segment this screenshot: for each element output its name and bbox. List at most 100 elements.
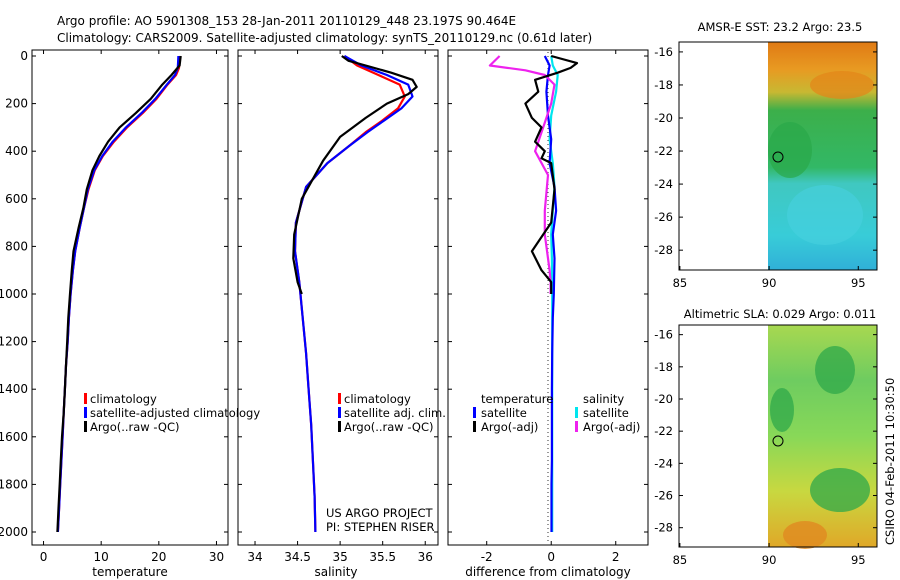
depth-tick-label: 600 [5,192,28,206]
map-y-tick-label: -22 [654,144,673,158]
map-y-tick-label: -24 [654,177,673,191]
series-line-temperature-satellite [543,55,558,532]
sst-map-ticks: -16 -18 -20 -22 -24 -26 -28 85 90 95 [654,45,877,290]
map-y-tick-label: -20 [654,111,673,125]
map-y-tick-label: -16 [654,328,673,342]
x-tick-label: 36 [418,550,433,564]
temperature-legend: climatology satellite-adjusted climatolo… [84,392,260,434]
map-y-tick-label: -24 [654,456,673,470]
legend-swatch-argo [338,421,341,432]
legend-swatch-temp-sat [473,407,476,418]
sla-low-3 [810,468,870,512]
legend-clip-mask [229,390,237,410]
depth-tick-label: 1600 [0,430,28,444]
map-y-tick-label: -28 [654,521,673,535]
legend-swatch-sal-argo [575,421,578,432]
sst-map-title: AMSR-E SST: 23.2 Argo: 23.5 [698,20,863,34]
x-tick-label: 10 [94,550,109,564]
x-tick-label: 0 [40,550,48,564]
map-y-tick-label: -22 [654,424,673,438]
legend-sal-sat: satellite [583,406,629,420]
temperature-axes [31,49,229,546]
sla-high-1 [783,521,827,549]
x-tick-label: 35 [332,550,347,564]
difference-xlabel: difference from climatology [465,565,631,579]
map-y-tick-label: -18 [654,360,673,374]
depth-axis: 0 200 400 600 800 1000 1200 1400 1600 1800 2000 [0,49,648,539]
legend-swatch-temp-argo [473,421,476,432]
legend-swatch-satellite [84,407,87,418]
x-tick-label: 35.5 [369,550,396,564]
sla-map-ticks: -16 -18 -20 -22 -24 -26 -28 85 90 95 [654,328,877,567]
sst-green-patch [768,122,812,178]
salinity-x-axis: 34 34.5 35 35.5 36 [247,50,433,564]
header-line-2: Climatology: CARS2009. Satellite-adjuste… [57,31,592,45]
salinity-axes [237,49,439,546]
depth-tick-label: 400 [5,144,28,158]
map-y-tick-label: -20 [654,392,673,406]
sla-low-2 [770,388,794,432]
credit-line-1: US ARGO PROJECT [326,506,434,520]
legend-climatology: climatology [344,392,411,406]
legend-swatch-climatology [84,393,87,404]
sla-map-title: Altimetric SLA: 0.029 Argo: 0.011 [684,307,876,321]
depth-tick-label: 1000 [0,287,28,301]
x-tick-label: 30 [209,550,224,564]
temperature-xlabel: temperature [92,565,167,579]
series-line-temperature-argo-adj- [524,54,579,294]
map-y-tick-label: -16 [654,45,673,59]
x-tick-label: 2 [612,550,620,564]
series-line-argo-raw-qc- [56,55,182,533]
sst-map-border [678,41,878,271]
legend-argo: Argo(..raw -QC) [344,420,434,434]
x-tick-label: 20 [151,550,166,564]
x-tick-label: 0 [547,550,555,564]
legend-sal-argo: Argo(-adj) [583,420,640,434]
sla-map-border [678,324,878,548]
legend-sal-title: salinity [583,392,624,406]
legend-swatch-sal-sat [575,407,578,418]
depth-tick-label: 1800 [0,477,28,491]
map-x-tick-label: 90 [762,553,777,567]
legend-swatch-satellite [338,407,341,418]
depth-tick-label: 200 [5,97,28,111]
header-line-1: Argo profile: AO 5901308_153 28-Jan-2011… [57,14,516,28]
series-line-salinity-argo-adj- [488,55,556,294]
difference-axes [447,49,649,546]
temperature-lines [56,55,182,533]
series-line-satellite-adj-clim- [293,55,414,533]
series-line-climatology [293,55,406,533]
depth-tick-label: 2000 [0,525,28,539]
legend-temp-sat: satellite [481,406,527,420]
salinity-legend: climatology satellite adj. clim. Argo(..… [338,392,446,434]
salinity-lines [292,55,418,533]
sla-low-1 [815,346,855,394]
sst-cool-patch [787,185,863,245]
legend-argo: Argo(..raw -QC) [90,420,180,434]
map-x-tick-label: 95 [851,553,866,567]
map-x-tick-label: 90 [762,276,777,290]
depth-tick-label: 1200 [0,335,28,349]
legend-satellite: satellite adj. clim. [344,406,446,420]
legend-swatch-argo [84,421,87,432]
sla-argo-marker [772,435,784,447]
series-line-satellite-adjusted-climatology [56,55,180,533]
depth-tick-label: 800 [5,239,28,253]
temperature-x-axis: 0 10 20 30 [40,50,224,564]
legend-temp-argo: Argo(-adj) [481,420,538,434]
map-x-tick-label: 95 [851,276,866,290]
x-tick-label: 34 [247,550,262,564]
depth-tick-label: 0 [20,49,28,63]
x-tick-label: 34.5 [284,550,311,564]
legend-swatch-climatology [338,393,341,404]
salinity-xlabel: salinity [314,565,357,579]
credit-line-2: PI: STEPHEN RISER [326,520,435,534]
sla-map [678,324,878,549]
sst-map [678,41,878,271]
timestamp: CSIRO 04-Feb-2011 10:30:50 [883,378,897,545]
difference-x-axis: -2 0 2 [481,50,620,564]
difference-lines [488,54,579,532]
sst-warm-patch [810,71,874,99]
map-x-tick-label: 85 [673,276,688,290]
